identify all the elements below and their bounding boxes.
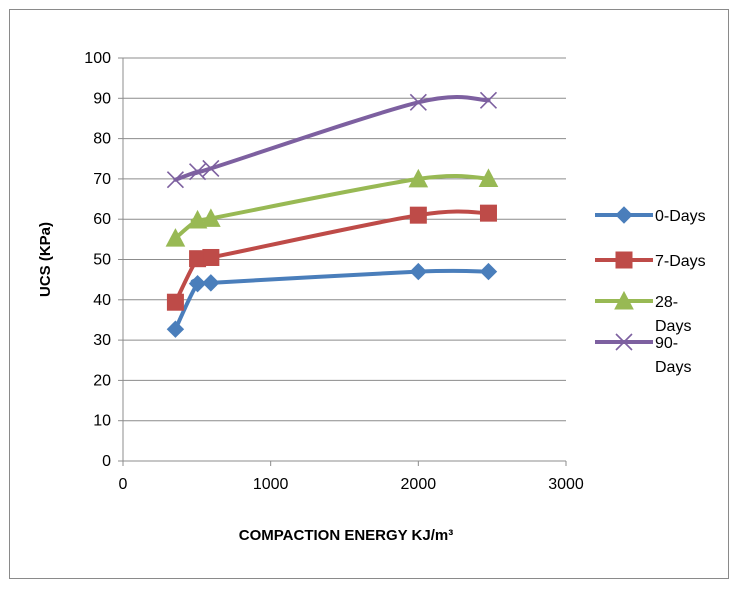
data-point-7-days-3: [409, 206, 427, 224]
series-7-days: [166, 204, 497, 311]
legend-label-28-days-line-1: Days: [655, 318, 691, 335]
series-90-days: [166, 91, 498, 189]
y-tick-label-90: 90: [93, 90, 111, 107]
x-tick-label-2000: 2000: [401, 476, 437, 493]
series-line-7-days: [173, 209, 491, 305]
legend-label-90-days-line-0: 90-: [655, 335, 678, 352]
y-tick-label-100: 100: [84, 50, 111, 67]
legend-label-90-days-line-1: Days: [655, 359, 691, 376]
legend-marker-0-days: [615, 206, 633, 224]
chart-frame: 0 10 20 30 40 50 60 70 80 90 100 0 1000 2000 3000 0-Da…: [9, 9, 729, 579]
legend-entry-90-days: 90- Days: [595, 333, 691, 376]
data-point-28-days-2: [201, 208, 221, 227]
series-28-days: [165, 168, 499, 247]
data-point-90-days-0: [166, 171, 184, 189]
data-point-28-days-3: [408, 168, 429, 188]
data-point-90-days-2: [202, 159, 220, 177]
data-point-90-days-4: [479, 91, 498, 109]
data-point-28-days-1: [187, 209, 208, 229]
y-tick-label-60: 60: [93, 211, 111, 228]
y-tick-label-40: 40: [93, 292, 111, 309]
y-tick-label-50: 50: [93, 252, 111, 269]
legend-entry-0-days: 0-Days: [595, 206, 706, 225]
series-line-90-days: [173, 95, 491, 182]
data-point-0-days-3: [409, 262, 428, 281]
legend-entry-28-days: 28- Days: [595, 290, 691, 335]
data-point-90-days-3: [409, 93, 427, 111]
y-tick-label-20: 20: [93, 372, 111, 389]
legend-marker-28-days: [614, 290, 634, 310]
y-tick-label-80: 80: [93, 131, 111, 148]
legend-label-7-days: 7-Days: [655, 253, 706, 270]
data-point-0-days-2: [202, 274, 220, 292]
data-point-7-days-2: [202, 248, 220, 266]
series-0-days: [166, 262, 498, 338]
data-point-28-days-4: [478, 168, 499, 187]
data-point-28-days-0: [165, 228, 186, 247]
legend-marker-90-days: [615, 333, 633, 351]
data-point-0-days-0: [166, 320, 185, 338]
gridlines: [123, 57, 566, 422]
data-point-0-days-4: [479, 262, 498, 281]
x-tick-label-1000: 1000: [253, 476, 289, 493]
legend-label-0-days: 0-Days: [655, 208, 706, 225]
series-group: [165, 91, 499, 338]
x-tick-label-3000: 3000: [548, 476, 584, 493]
y-tick-label-10: 10: [93, 413, 111, 430]
y-tick-label-0: 0: [102, 453, 111, 470]
y-axis-title: UCS (KPa): [37, 222, 54, 297]
data-point-7-days-4: [479, 204, 497, 222]
legend-marker-7-days: [615, 251, 633, 269]
data-point-90-days-1: [189, 163, 207, 181]
data-point-0-days-1: [188, 274, 207, 293]
series-line-28-days: [173, 173, 491, 241]
y-tick-label-30: 30: [93, 332, 111, 349]
legend-label-28-days-line-0: 28-: [655, 294, 678, 311]
y-tick-label-70: 70: [93, 171, 111, 188]
x-axis-title: COMPACTION ENERGY KJ/m³: [239, 527, 453, 544]
legend-entry-7-days: 7-Days: [595, 251, 706, 270]
data-point-7-days-0: [166, 293, 184, 311]
x-tick-label-0: 0: [119, 476, 128, 493]
